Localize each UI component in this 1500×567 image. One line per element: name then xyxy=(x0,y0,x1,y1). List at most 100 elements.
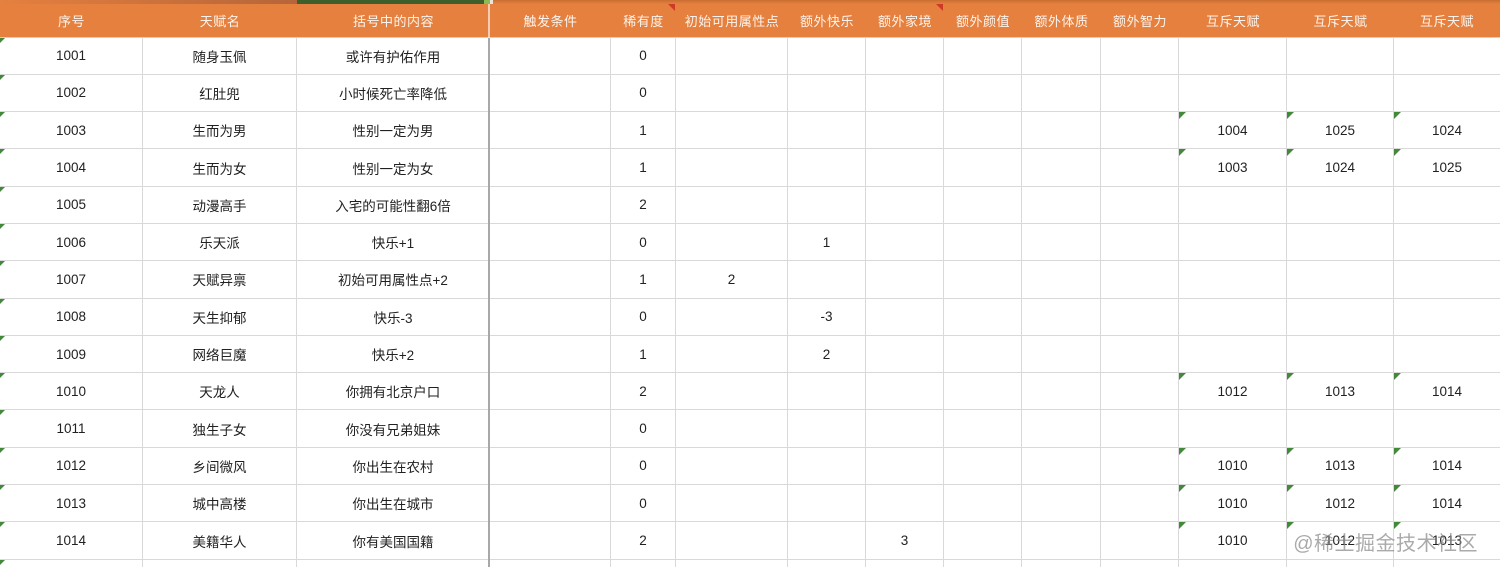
cell-name[interactable] xyxy=(143,559,297,567)
cell-rarity[interactable]: 1 xyxy=(611,149,676,186)
cell-rarity[interactable] xyxy=(611,559,676,567)
cell-trigger[interactable] xyxy=(490,112,611,149)
cell-extra_family[interactable] xyxy=(866,373,944,410)
cell-rarity[interactable]: 0 xyxy=(611,298,676,335)
cell-name[interactable]: 动漫高手 xyxy=(143,186,297,223)
column-header-7[interactable]: 额外家境 xyxy=(866,4,944,37)
cell-excl_2[interactable]: 1024 xyxy=(1287,149,1394,186)
cell-extra_looks[interactable] xyxy=(944,335,1022,373)
cell-attr_points[interactable] xyxy=(676,447,788,485)
cell-excl_1[interactable] xyxy=(1179,37,1287,74)
cell-extra_family[interactable] xyxy=(866,410,944,447)
cell-name[interactable]: 生而为男 xyxy=(143,112,297,149)
cell-extra_happy[interactable] xyxy=(788,149,866,186)
cell-extra_int[interactable] xyxy=(1101,335,1179,373)
cell-desc[interactable]: 性别一定为男 xyxy=(297,112,490,149)
cell-extra_int[interactable] xyxy=(1101,149,1179,186)
cell-excl_2[interactable]: 1025 xyxy=(1287,112,1394,149)
cell-excl_3[interactable] xyxy=(1394,38,1500,74)
cell-desc[interactable]: 入宅的可能性翻6倍 xyxy=(297,186,490,223)
cell-excl_3[interactable] xyxy=(1394,75,1500,111)
cell-rarity[interactable]: 2 xyxy=(611,373,676,410)
cell-extra_body[interactable] xyxy=(1022,410,1101,447)
column-header-2[interactable]: 括号中的内容 xyxy=(297,4,490,37)
cell-id[interactable]: 1002 xyxy=(0,74,143,112)
cell-trigger[interactable] xyxy=(490,373,611,410)
cell-desc[interactable]: 初始可用属性点+2 xyxy=(297,261,490,298)
cell-extra_family[interactable] xyxy=(866,223,944,261)
cell-extra_looks[interactable] xyxy=(944,485,1022,522)
cell-extra_looks[interactable] xyxy=(944,223,1022,261)
cell-name[interactable]: 随身玉佩 xyxy=(143,37,297,74)
cell-extra_int[interactable] xyxy=(1101,298,1179,335)
cell-extra_happy[interactable] xyxy=(788,373,866,410)
cell-extra_body[interactable] xyxy=(1022,149,1101,186)
cell-excl_3[interactable]: 1014 xyxy=(1394,447,1500,484)
cell-trigger[interactable] xyxy=(490,261,611,298)
cell-attr_points[interactable] xyxy=(676,37,788,74)
cell-extra_looks[interactable] xyxy=(944,447,1022,485)
cell-excl_2[interactable] xyxy=(1287,223,1394,261)
cell-trigger[interactable] xyxy=(490,186,611,223)
cell-extra_body[interactable] xyxy=(1022,112,1101,149)
cell-extra_body[interactable] xyxy=(1022,74,1101,112)
column-header-6[interactable]: 额外快乐 xyxy=(788,4,866,37)
cell-id[interactable]: 1013 xyxy=(0,485,143,522)
cell-excl_2[interactable] xyxy=(1287,261,1394,298)
cell-extra_family[interactable] xyxy=(866,112,944,149)
cell-extra_family[interactable] xyxy=(866,149,944,186)
cell-excl_3[interactable]: 1014 xyxy=(1394,485,1500,521)
cell-id[interactable]: 1004 xyxy=(0,149,143,186)
cell-excl_3[interactable] xyxy=(1394,224,1500,260)
cell-desc[interactable]: 你出生在农村 xyxy=(297,447,490,485)
cell-rarity[interactable]: 1 xyxy=(611,261,676,298)
cell-extra_body[interactable] xyxy=(1022,186,1101,223)
cell-extra_body[interactable] xyxy=(1022,37,1101,74)
cell-excl_1[interactable]: 1010 xyxy=(1179,485,1287,522)
cell-excl_1[interactable] xyxy=(1179,410,1287,447)
cell-id[interactable]: 1010 xyxy=(0,373,143,410)
cell-extra_looks[interactable] xyxy=(944,559,1022,567)
cell-extra_int[interactable] xyxy=(1101,410,1179,447)
cell-extra_happy[interactable] xyxy=(788,485,866,522)
cell-rarity[interactable]: 1 xyxy=(611,335,676,373)
cell-name[interactable]: 城中高楼 xyxy=(143,485,297,522)
cell-extra_body[interactable] xyxy=(1022,485,1101,522)
column-header-8[interactable]: 额外颜值 xyxy=(944,4,1022,37)
cell-desc[interactable] xyxy=(297,559,490,567)
cell-desc[interactable]: 快乐+2 xyxy=(297,335,490,373)
cell-attr_points[interactable] xyxy=(676,149,788,186)
cell-id[interactable] xyxy=(0,559,143,567)
cell-excl_1[interactable]: 1004 xyxy=(1179,112,1287,149)
cell-extra_happy[interactable] xyxy=(788,447,866,485)
cell-excl_3[interactable]: 1013 xyxy=(1394,522,1500,558)
cell-extra_happy[interactable]: 1 xyxy=(788,223,866,261)
cell-excl_3[interactable] xyxy=(1394,410,1500,446)
cell-extra_looks[interactable] xyxy=(944,74,1022,112)
cell-extra_body[interactable] xyxy=(1022,223,1101,261)
cell-extra_happy[interactable] xyxy=(788,261,866,298)
cell-attr_points[interactable] xyxy=(676,186,788,223)
cell-trigger[interactable] xyxy=(490,74,611,112)
cell-name[interactable]: 天赋异禀 xyxy=(143,261,297,298)
cell-extra_int[interactable] xyxy=(1101,37,1179,74)
cell-name[interactable]: 红肚兜 xyxy=(143,74,297,112)
cell-extra_int[interactable] xyxy=(1101,112,1179,149)
column-header-4[interactable]: 稀有度 xyxy=(611,4,676,37)
cell-id[interactable]: 1003 xyxy=(0,112,143,149)
cell-desc[interactable]: 或许有护佑作用 xyxy=(297,37,490,74)
cell-id[interactable]: 1008 xyxy=(0,298,143,335)
cell-attr_points[interactable] xyxy=(676,112,788,149)
cell-id[interactable]: 1001 xyxy=(0,37,143,74)
cell-desc[interactable]: 你没有兄弟姐妹 xyxy=(297,410,490,447)
cell-excl_1[interactable] xyxy=(1179,335,1287,373)
cell-attr_points[interactable] xyxy=(676,559,788,567)
cell-extra_happy[interactable]: 2 xyxy=(788,335,866,373)
cell-extra_body[interactable] xyxy=(1022,373,1101,410)
cell-extra_family[interactable] xyxy=(866,559,944,567)
cell-extra_int[interactable] xyxy=(1101,261,1179,298)
cell-extra_happy[interactable] xyxy=(788,559,866,567)
cell-desc[interactable]: 快乐+1 xyxy=(297,223,490,261)
cell-extra_int[interactable] xyxy=(1101,447,1179,485)
cell-extra_family[interactable]: 3 xyxy=(866,522,944,559)
